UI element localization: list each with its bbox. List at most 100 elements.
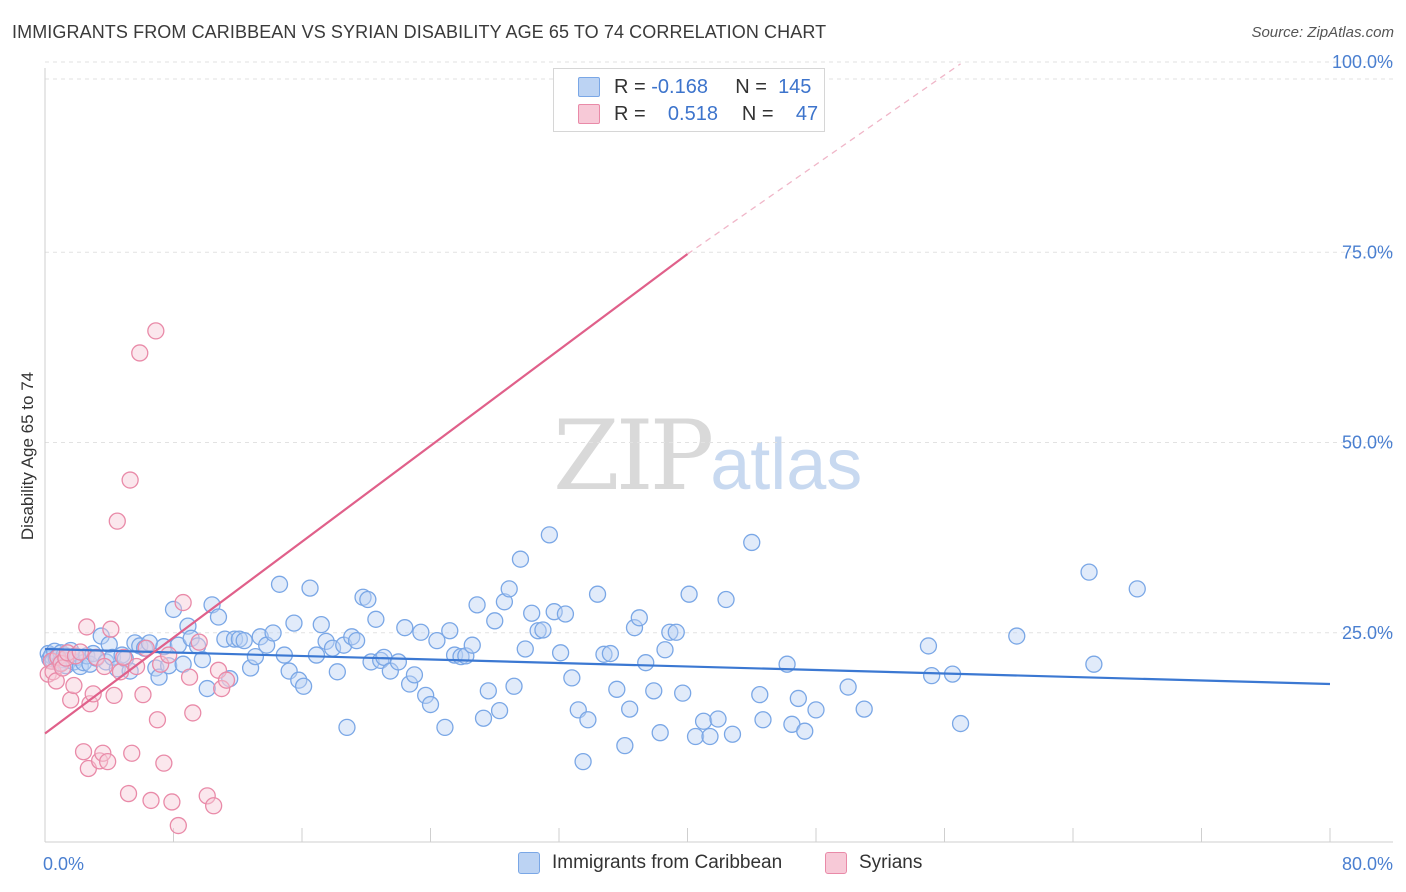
point-syrians-20: [94, 744, 112, 762]
point-caribbean-85: [412, 623, 430, 641]
point-caribbean-64: [301, 579, 319, 597]
point-caribbean-52: [235, 631, 253, 650]
point-caribbean-95: [468, 596, 486, 614]
point-syrians-14: [78, 618, 96, 636]
point-caribbean-71: [338, 718, 356, 737]
point-caribbean-133: [694, 712, 713, 730]
point-caribbean-132: [686, 727, 705, 746]
y-tick-label-1: 75.0%: [1342, 242, 1393, 262]
point-caribbean-154: [1085, 655, 1103, 673]
point-syrians-29: [121, 471, 139, 489]
point-syrians-23: [102, 620, 120, 638]
watermark-atlas: atlas: [710, 425, 863, 505]
point-caribbean-77: [367, 610, 385, 628]
point-caribbean-131: [680, 585, 698, 603]
point-caribbean-140: [754, 711, 772, 729]
point-syrians-37: [148, 711, 167, 729]
legend-r-value-syrians: 0.518: [667, 102, 718, 125]
point-caribbean-108: [540, 526, 559, 544]
point-caribbean-38: [164, 600, 183, 619]
point-caribbean-96: [474, 709, 493, 727]
point-syrians-24: [105, 686, 123, 705]
point-caribbean-78: [372, 651, 390, 670]
series-legend: Immigrants from Caribbean Syrians: [0, 852, 1406, 878]
point-caribbean-152: [1008, 627, 1026, 645]
point-caribbean-99: [490, 701, 509, 720]
legend-n-label: N =: [741, 102, 774, 125]
point-syrians-13: [74, 743, 93, 761]
point-caribbean-126: [651, 724, 669, 742]
point-caribbean-73: [347, 631, 366, 650]
point-caribbean-69: [328, 663, 346, 681]
point-caribbean-45: [198, 679, 216, 698]
point-caribbean-118: [601, 644, 620, 663]
legend-row-syrians: R = 0.518 N = 47: [578, 101, 818, 127]
point-caribbean-87: [421, 695, 440, 714]
legend-n-value-caribbean: 145: [778, 75, 812, 98]
point-caribbean-97: [479, 682, 497, 700]
point-caribbean-120: [616, 736, 634, 755]
series-legend-syrians[interactable]: Syrians: [825, 852, 922, 874]
point-caribbean-134: [701, 727, 719, 746]
point-caribbean-135: [709, 710, 727, 728]
y-axis-label: Disability Age 65 to 74: [18, 372, 37, 540]
series-swatch-syrians: [825, 852, 847, 874]
point-syrians-50: [213, 679, 231, 698]
point-caribbean-151: [951, 714, 970, 733]
point-caribbean-48: [216, 630, 234, 648]
legend-swatch-caribbean: [578, 77, 600, 97]
point-caribbean-153: [1080, 563, 1098, 581]
point-caribbean-143: [789, 689, 807, 708]
point-caribbean-148: [919, 637, 938, 655]
point-syrians-41: [163, 793, 181, 811]
point-caribbean-128: [661, 623, 679, 641]
point-caribbean-115: [579, 711, 597, 729]
point-syrians-32: [131, 344, 149, 362]
point-syrians-30: [123, 744, 141, 762]
point-caribbean-101: [500, 580, 518, 598]
point-caribbean-123: [630, 609, 648, 627]
point-caribbean-100: [495, 593, 514, 611]
legend-n-value-syrians: 47: [795, 102, 819, 125]
point-caribbean-112: [563, 669, 581, 687]
point-caribbean-61: [285, 614, 303, 632]
point-caribbean-82: [396, 619, 414, 637]
watermark: ZIPatlas: [553, 400, 862, 512]
point-syrians-10: [65, 676, 83, 695]
point-syrians-51: [217, 671, 236, 689]
point-caribbean-86: [417, 686, 435, 705]
x-tick-label-0: 0.0%: [43, 854, 84, 874]
point-caribbean-127: [656, 641, 674, 659]
series-swatch-caribbean: [518, 852, 540, 874]
point-caribbean-130: [674, 684, 692, 702]
point-caribbean-139: [751, 685, 769, 704]
trendline-caribbean: [44, 647, 1331, 686]
chart-title: IMMIGRANTS FROM CARIBBEAN VS SYRIAN DISA…: [12, 22, 827, 42]
point-caribbean-138: [743, 533, 761, 552]
y-tick-label-2: 50.0%: [1342, 433, 1393, 453]
trendline-syrians: [44, 253, 689, 735]
point-caribbean-114: [574, 752, 592, 771]
legend-r-value-caribbean: -0.168: [651, 75, 708, 98]
point-caribbean-145: [807, 701, 825, 719]
point-caribbean-63: [294, 677, 313, 695]
point-caribbean-121: [621, 700, 639, 718]
source-label: Source: ZipAtlas.com: [1251, 24, 1394, 41]
series-legend-label-syrians: Syrians: [859, 852, 923, 873]
point-caribbean-124: [637, 654, 655, 672]
legend-r-label: R =: [614, 102, 646, 125]
point-caribbean-84: [405, 666, 424, 684]
point-caribbean-144: [796, 722, 814, 740]
series-legend-caribbean[interactable]: Immigrants from Caribbean: [518, 852, 782, 874]
point-syrians-21: [95, 657, 114, 676]
point-caribbean-149: [923, 666, 941, 685]
legend-r-label: R =: [614, 75, 646, 98]
point-syrians-27: [115, 648, 133, 667]
legend-n-label: N =: [735, 75, 767, 98]
point-syrians-9: [62, 691, 80, 709]
point-caribbean-58: [270, 575, 289, 593]
point-syrians-6: [54, 659, 72, 677]
point-caribbean-119: [608, 680, 626, 698]
point-caribbean-83: [400, 675, 419, 693]
point-caribbean-111: [556, 605, 575, 623]
